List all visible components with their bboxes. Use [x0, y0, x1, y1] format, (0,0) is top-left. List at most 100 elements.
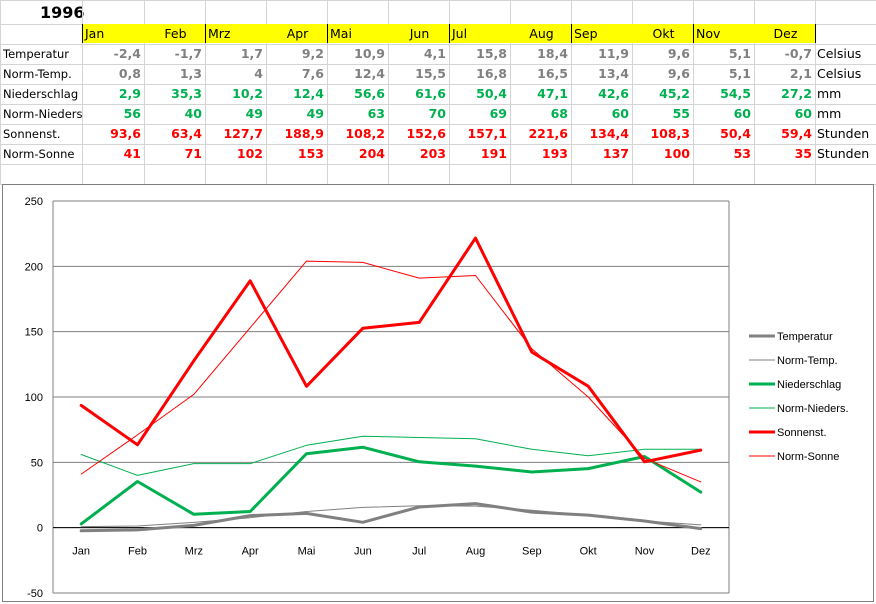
unit-cell[interactable]: Stunden	[817, 126, 870, 141]
value-cell[interactable]: 16,5	[537, 66, 568, 81]
value-cell[interactable]: 61,6	[415, 86, 446, 101]
value-cell[interactable]: 1,7	[240, 46, 263, 61]
row-label[interactable]: Norm-Temp.	[3, 67, 72, 81]
value-cell[interactable]: 11,9	[598, 46, 629, 61]
value-cell[interactable]: 127,7	[223, 126, 263, 141]
year-title[interactable]: 1996	[40, 3, 85, 22]
value-cell[interactable]: 7,6	[301, 66, 324, 81]
x-tick-label: Dez	[691, 546, 711, 558]
value-cell[interactable]: 35,3	[171, 86, 202, 101]
row-label[interactable]: Temperatur	[3, 47, 70, 61]
value-cell[interactable]: 15,8	[476, 46, 507, 61]
value-cell[interactable]: 16,8	[476, 66, 507, 81]
value-cell[interactable]: 9,6	[667, 66, 690, 81]
value-cell[interactable]: 12,4	[293, 86, 324, 101]
value-cell[interactable]: 40	[184, 106, 202, 121]
value-cell[interactable]: 70	[428, 106, 446, 121]
month-header-mrz[interactable]: Mrz	[208, 24, 265, 43]
value-cell[interactable]: 63	[367, 106, 385, 121]
value-cell[interactable]: 2,1	[789, 66, 812, 81]
value-cell[interactable]: 47,1	[537, 86, 568, 101]
value-cell[interactable]: 45,2	[659, 86, 690, 101]
value-cell[interactable]: 1,3	[179, 66, 202, 81]
value-cell[interactable]: 221,6	[528, 126, 568, 141]
row-label[interactable]: Norm-Sonne	[3, 147, 75, 161]
value-cell[interactable]: 9,2	[301, 46, 324, 61]
unit-cell[interactable]: mm	[817, 106, 842, 121]
value-cell[interactable]: 42,6	[598, 86, 629, 101]
climate-chart[interactable]: -50 0 50 100 150 200 250 Jan Feb Mrz Apr Mai Jun Jul A…	[2, 184, 874, 602]
value-cell[interactable]: 50,4	[720, 126, 751, 141]
value-cell[interactable]: 63,4	[171, 126, 202, 141]
gridline-col	[510, 0, 511, 185]
month-header-feb[interactable]: Feb	[147, 24, 204, 43]
value-cell[interactable]: 56,6	[354, 86, 385, 101]
value-cell[interactable]: 188,9	[284, 126, 324, 141]
value-cell[interactable]: -1,7	[174, 46, 202, 61]
value-cell[interactable]: 93,6	[110, 126, 141, 141]
value-cell[interactable]: 0,8	[118, 66, 141, 81]
value-cell[interactable]: 15,5	[415, 66, 446, 81]
value-cell[interactable]: 60	[794, 106, 812, 121]
value-cell[interactable]: 60	[733, 106, 751, 121]
value-cell[interactable]: 10,9	[354, 46, 385, 61]
value-cell[interactable]: 41	[123, 146, 141, 161]
value-cell[interactable]: 204	[358, 146, 385, 161]
value-cell[interactable]: 134,4	[589, 126, 629, 141]
unit-cell[interactable]: mm	[817, 86, 842, 101]
value-cell[interactable]: 49	[245, 106, 263, 121]
value-cell[interactable]: 152,6	[406, 126, 446, 141]
month-header-jul[interactable]: Jul	[452, 24, 509, 43]
value-cell[interactable]: 108,2	[345, 126, 385, 141]
value-cell[interactable]: 193	[541, 146, 568, 161]
value-cell[interactable]: 5,1	[728, 66, 751, 81]
value-cell[interactable]: 10,2	[232, 86, 263, 101]
month-header-aug[interactable]: Aug	[513, 24, 570, 43]
value-cell[interactable]: 12,4	[354, 66, 385, 81]
value-cell[interactable]: 102	[236, 146, 263, 161]
value-cell[interactable]: 27,2	[781, 86, 812, 101]
value-cell[interactable]: 35	[794, 146, 812, 161]
value-cell[interactable]: 153	[297, 146, 324, 161]
value-cell[interactable]: 18,4	[537, 46, 568, 61]
row-label[interactable]: Norm-Nieders.	[3, 107, 83, 121]
value-cell[interactable]: 53	[733, 146, 751, 161]
row-label[interactable]: Niederschlag	[3, 87, 79, 101]
month-header-sep[interactable]: Sep	[574, 24, 631, 43]
month-header-nov[interactable]: Nov	[696, 24, 753, 43]
value-cell[interactable]: 4,1	[423, 46, 446, 61]
value-cell[interactable]: 56	[123, 106, 141, 121]
value-cell[interactable]: 4	[254, 66, 263, 81]
value-cell[interactable]: 157,1	[467, 126, 507, 141]
row-label[interactable]: Sonnenst.	[3, 127, 61, 141]
value-cell[interactable]: 69	[489, 106, 507, 121]
value-cell[interactable]: 203	[419, 146, 446, 161]
value-cell[interactable]: -2,4	[113, 46, 141, 61]
value-cell[interactable]: 60	[611, 106, 629, 121]
month-header-jun[interactable]: Jun	[391, 24, 448, 43]
value-cell[interactable]: 9,6	[667, 46, 690, 61]
value-cell[interactable]: 55	[672, 106, 690, 121]
value-cell[interactable]: 59,4	[781, 126, 812, 141]
value-cell[interactable]: 137	[602, 146, 629, 161]
value-cell[interactable]: 54,5	[720, 86, 751, 101]
value-cell[interactable]: 49	[306, 106, 324, 121]
value-cell[interactable]: 2,9	[118, 86, 141, 101]
value-cell[interactable]: 191	[480, 146, 507, 161]
month-header-dez[interactable]: Dez	[757, 24, 814, 43]
value-cell[interactable]: 71	[184, 146, 202, 161]
value-cell[interactable]: 68	[550, 106, 568, 121]
month-header-okt[interactable]: Okt	[635, 24, 692, 43]
unit-cell[interactable]: Stunden	[817, 146, 870, 161]
value-cell[interactable]: 100	[663, 146, 690, 161]
value-cell[interactable]: 5,1	[728, 46, 751, 61]
value-cell[interactable]: -0,7	[784, 46, 812, 61]
month-header-apr[interactable]: Apr	[269, 24, 326, 43]
month-header-jan[interactable]: Jan	[85, 24, 143, 43]
value-cell[interactable]: 50,4	[476, 86, 507, 101]
month-header-mai[interactable]: Mai	[330, 24, 387, 43]
unit-cell[interactable]: Celsius	[817, 46, 862, 61]
value-cell[interactable]: 108,3	[650, 126, 690, 141]
value-cell[interactable]: 13,4	[598, 66, 629, 81]
unit-cell[interactable]: Celsius	[817, 66, 862, 81]
